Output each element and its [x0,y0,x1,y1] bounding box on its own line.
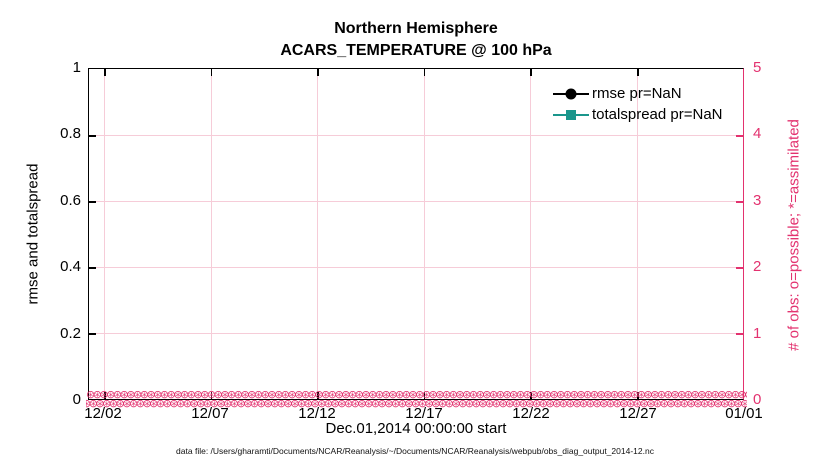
chart-title-block: Northern Hemisphere ACARS_TEMPERATURE @ … [88,18,744,62]
tick-mark [736,135,743,137]
filled-square-icon [566,109,576,120]
tick-mark [89,201,96,203]
tick-mark [89,135,96,137]
gridline-vertical [210,69,212,399]
rmse-line-marker-icon [553,88,589,100]
chart-subtitle: ACARS_TEMPERATURE @ 100 hPa [280,42,552,59]
legend-item-totalspread: totalspread pr=NaN [553,104,723,125]
chart-title: Northern Hemisphere [334,20,498,37]
y-tick-label-right: 2 [753,258,762,275]
y-tick-label-right: 4 [753,125,762,142]
plot-area [88,68,744,400]
tick-mark [423,69,426,76]
gridline-vertical [317,69,319,399]
tick-mark [637,69,639,76]
tick-mark [637,392,639,399]
y-tick-label-left: 0 [72,391,81,408]
x-tick-label: 01/01 [725,405,763,422]
x-tick-label: 12/12 [298,405,336,422]
tick-mark [530,69,532,76]
tick-mark [530,392,532,399]
tick-mark [210,69,213,76]
tick-mark [736,333,743,335]
y-tick-label-right: 0 [753,391,762,408]
x-tick-label: 12/22 [512,405,550,422]
gridline-horizontal [89,267,743,268]
x-tick-label: 12/02 [84,405,122,422]
y-axis-label-right: # of obs: o=possible; *=assimilated [785,119,803,351]
tick-mark [736,267,743,269]
legend: rmse pr=NaN totalspread pr=NaN [553,83,723,125]
filled-circle-icon [565,88,577,99]
legend-label-totalspread: totalspread pr=NaN [592,106,723,123]
tick-mark [89,333,96,335]
data-file-path: data file: /Users/gharamti/Documents/NCA… [176,446,654,456]
tick-mark [210,392,213,399]
obs-marker-row: ⊛⊛⊛⊛⊛⊛⊛⊛⊛⊛⊛⊛⊛⊛⊛⊛⊛⊛⊛⊛⊛⊛⊛⊛⊛⊛⊛⊛⊛⊛⊛⊛⊛⊛⊛⊛⊛⊛⊛⊛… [86,391,747,401]
obs-marker-row: ⊛⊛⊛⊛⊛⊛⊛⊛⊛⊛⊛⊛⊛⊛⊛⊛⊛⊛⊛⊛⊛⊛⊛⊛⊛⊛⊛⊛⊛⊛⊛⊛⊛⊛⊛⊛⊛⊛⊛⊛… [86,396,747,408]
y-tick-label-left: 0.6 [60,192,81,209]
y-tick-label-right: 3 [753,192,762,209]
tick-mark [104,69,106,76]
y-tick-label-left: 0.8 [60,125,81,142]
gridline-horizontal [89,135,743,136]
tick-mark [317,69,319,76]
gridline-vertical [104,69,106,399]
y-tick-label-left: 0.2 [60,325,81,342]
obs-count-marker-band: ⊛⊛⊛⊛⊛⊛⊛⊛⊛⊛⊛⊛⊛⊛⊛⊛⊛⊛⊛⊛⊛⊛⊛⊛⊛⊛⊛⊛⊛⊛⊛⊛⊛⊛⊛⊛⊛⊛⊛⊛… [86,391,747,408]
y-tick-label-left: 0.4 [60,258,81,275]
tick-mark [104,392,106,399]
tick-mark [736,201,743,203]
y-tick-label-right: 1 [753,325,762,342]
totalspread-line-marker-icon [553,109,589,121]
tick-mark [317,392,319,399]
tick-mark [89,267,96,269]
gridline-vertical [530,69,532,399]
y-axis-label-left: rmse and totalspread [24,163,42,305]
y-tick-label-right: 5 [753,59,762,76]
y-tick-label-left: 1 [72,59,81,76]
x-axis-label: Dec.01,2014 00:00:00 start [325,420,507,437]
gridline-vertical [637,69,639,399]
gridline-vertical [423,69,425,399]
x-tick-label: 12/17 [405,405,443,422]
tick-mark [423,392,426,399]
x-tick-label: 12/07 [191,405,229,422]
legend-label-rmse: rmse pr=NaN [592,85,682,102]
x-tick-label: 12/27 [619,405,657,422]
gridline-horizontal [89,333,743,334]
legend-item-rmse: rmse pr=NaN [553,83,723,104]
gridline-horizontal [89,201,743,202]
